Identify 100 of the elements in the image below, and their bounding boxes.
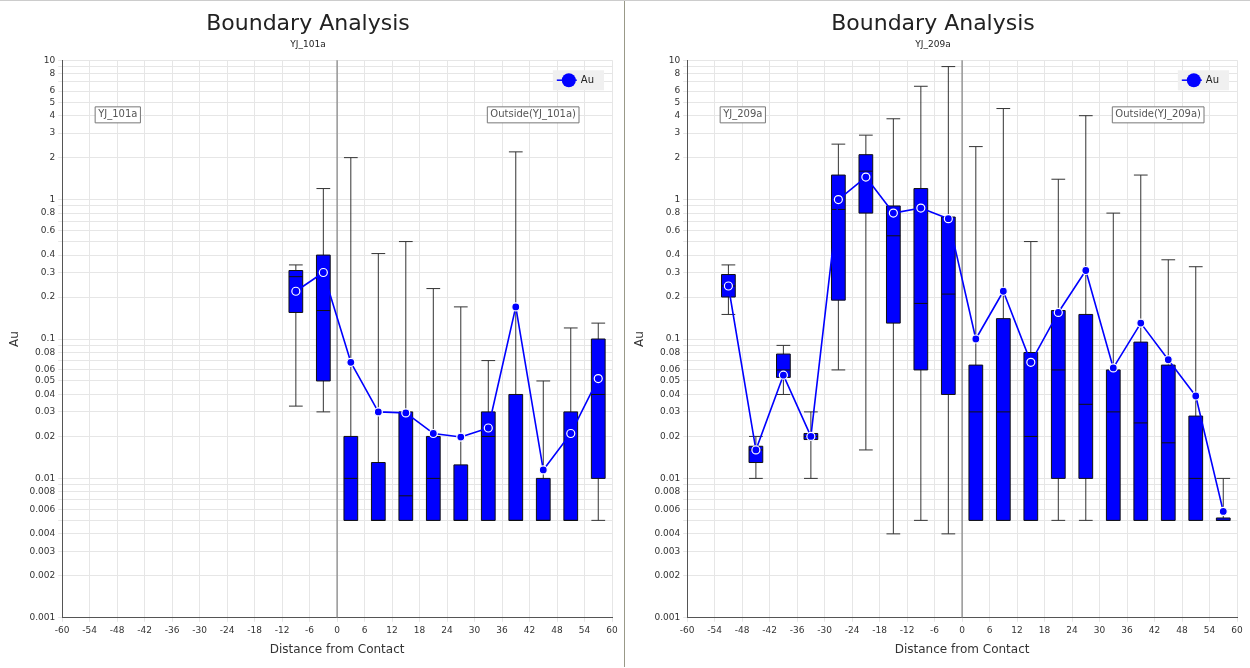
point — [538, 465, 548, 475]
point — [346, 357, 356, 367]
annotation: Outside(YJ_101a) — [490, 108, 577, 121]
y-tick-label: 0.08 — [35, 346, 56, 357]
annotation: YJ_101a — [97, 108, 138, 121]
y-tick-label: 0.2 — [665, 291, 681, 302]
y-axis-title: Au — [7, 331, 22, 347]
x-tick-label: 0 — [959, 624, 966, 635]
x-axis-title: Distance from Contact — [894, 641, 1030, 656]
y-tick-label: 0.03 — [660, 406, 681, 417]
x-tick-label: -36 — [164, 624, 180, 635]
y-tick-label: 4 — [49, 110, 56, 121]
x-tick-label: 18 — [1038, 624, 1051, 635]
x-tick-label: 54 — [578, 624, 591, 635]
y-tick-label: 0.006 — [654, 503, 681, 514]
x-tick-label: 42 — [523, 624, 536, 635]
chart-title: Boundary Analysis — [831, 9, 1035, 35]
y-tick-label: 0.008 — [654, 486, 681, 497]
x-tick-label: -48 — [109, 624, 125, 635]
x-tick-label: 36 — [496, 624, 509, 635]
x-tick-label: 24 — [441, 624, 454, 635]
x-tick-label: 0 — [334, 624, 341, 635]
y-tick-label: 0.4 — [40, 249, 56, 260]
point — [1081, 265, 1091, 276]
point — [1053, 307, 1063, 318]
y-tick-label: 8 — [49, 68, 56, 79]
x-tick-label: -12 — [899, 624, 915, 635]
y-tick-label: 0.6 — [40, 224, 56, 235]
x-tick-label: -54 — [82, 624, 98, 635]
x-tick-label: 6 — [361, 624, 368, 635]
x-tick-label: -30 — [192, 624, 208, 635]
point — [1163, 355, 1173, 365]
y-tick-label: 0.8 — [40, 207, 56, 218]
point — [291, 286, 301, 296]
y-tick-label: 0.006 — [29, 503, 56, 514]
y-tick-label: 0.008 — [29, 486, 56, 497]
y-tick-label: 0.01 — [35, 472, 56, 483]
y-tick-label: 0.05 — [35, 375, 56, 386]
point — [456, 432, 466, 442]
x-tick-label: -6 — [930, 624, 940, 635]
x-tick-label: 48 — [551, 624, 564, 635]
x-tick-label: 42 — [1148, 624, 1161, 635]
point — [971, 334, 981, 344]
x-tick-label: -18 — [247, 624, 263, 635]
point — [1136, 318, 1146, 328]
y-tick-label: 0.03 — [35, 406, 56, 417]
y-tick-label: 0.1 — [40, 333, 56, 344]
y-tick-label: 5 — [674, 96, 681, 107]
chart-subtitle: YJ_209a — [914, 39, 951, 50]
x-tick-label: -24 — [219, 624, 235, 635]
chart-title: Boundary Analysis — [206, 9, 410, 35]
y-tick-label: 1 — [49, 193, 56, 204]
x-tick-label: 36 — [1121, 624, 1134, 635]
y-tick-label: 1 — [674, 193, 681, 204]
y-tick-label: 5 — [49, 96, 56, 107]
x-tick-label: 12 — [386, 624, 398, 635]
x-tick-label: 6 — [986, 624, 993, 635]
point — [778, 370, 788, 380]
point — [916, 203, 926, 213]
y-tick-label: 3 — [49, 127, 56, 138]
y-tick-label: 0.2 — [40, 291, 56, 302]
y-tick-label: 4 — [674, 110, 681, 121]
x-tick-label: -18 — [872, 624, 888, 635]
y-tick-label: 0.004 — [29, 528, 56, 539]
y-tick-label: 0.003 — [654, 545, 681, 556]
y-tick-label: 10 — [43, 54, 56, 65]
y-tick-label: 10 — [668, 54, 681, 65]
y-tick-label: 0.04 — [35, 388, 56, 399]
point — [318, 267, 328, 278]
x-tick-label: -60 — [679, 624, 695, 635]
y-tick-label: 0.06 — [660, 364, 681, 375]
x-tick-label: -60 — [54, 624, 70, 635]
x-tick-label: 24 — [1066, 624, 1079, 635]
x-tick-label: -24 — [844, 624, 860, 635]
point — [943, 214, 953, 224]
y-tick-label: 0.06 — [35, 364, 56, 375]
x-tick-label: -12 — [274, 624, 290, 635]
y-tick-label: 0.6 — [665, 224, 681, 235]
x-tick-label: 54 — [1203, 624, 1216, 635]
point — [373, 407, 383, 417]
x-tick-label: 12 — [1011, 624, 1023, 635]
x-tick-label: 48 — [1176, 624, 1189, 635]
y-tick-label: 0.05 — [660, 375, 681, 386]
x-tick-label: -42 — [137, 624, 152, 635]
y-tick-label: 0.02 — [660, 430, 681, 441]
x-tick-label: -42 — [762, 624, 777, 635]
y-tick-label: 0.002 — [29, 570, 56, 581]
point — [483, 423, 493, 433]
x-tick-label: 60 — [606, 624, 618, 635]
y-tick-label: 3 — [674, 127, 681, 138]
y-tick-label: 0.3 — [665, 266, 681, 277]
y-tick-label: 0.3 — [40, 266, 56, 277]
y-tick-label: 0.08 — [660, 346, 681, 357]
y-tick-label: 0.8 — [665, 207, 681, 218]
y-tick-label: 0.01 — [660, 472, 681, 483]
point — [401, 408, 411, 418]
point — [833, 195, 843, 205]
x-tick-label: 30 — [1093, 624, 1106, 635]
y-tick-label: 0.4 — [665, 249, 681, 260]
y-tick-label: 0.002 — [654, 570, 681, 581]
